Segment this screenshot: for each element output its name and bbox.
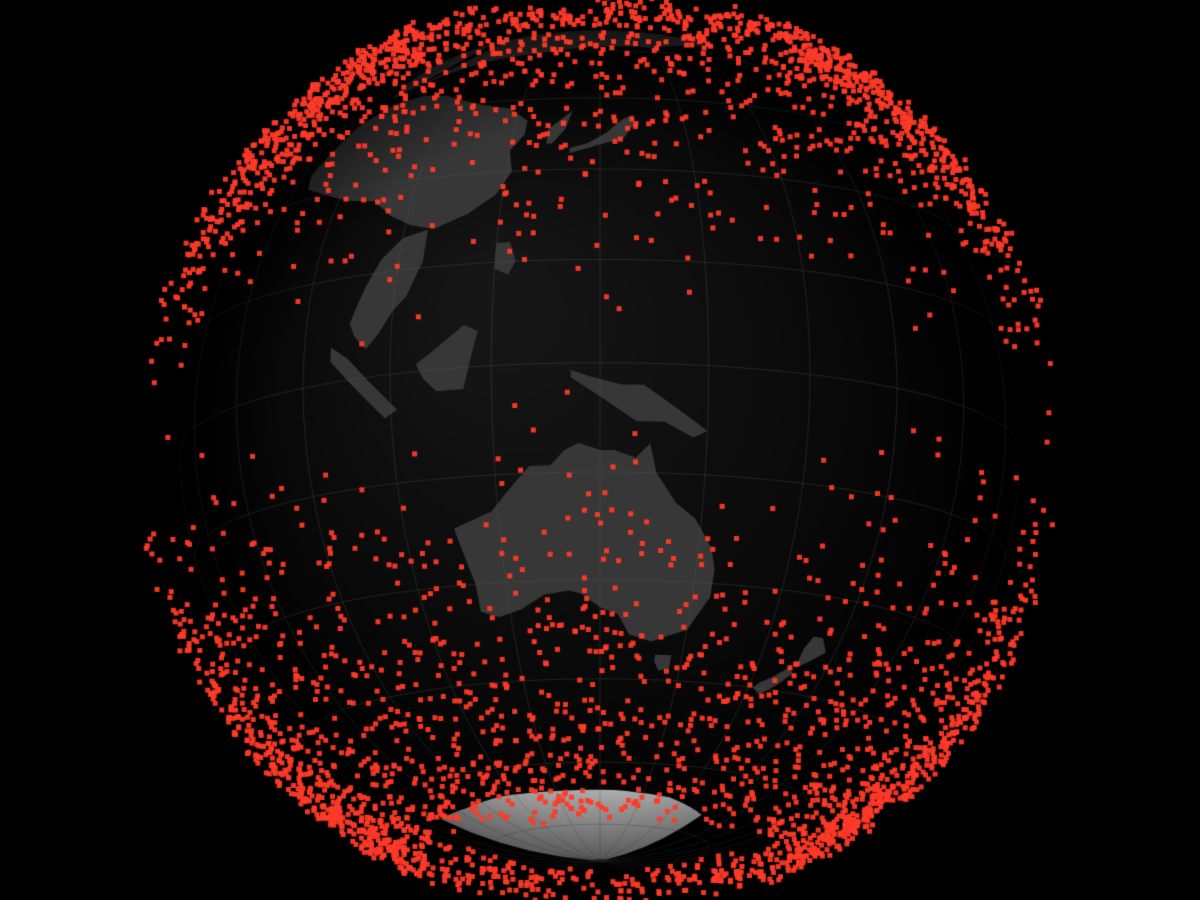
globe-canvas[interactable] — [0, 0, 1200, 900]
orbital-globe-visualization — [0, 0, 1200, 900]
